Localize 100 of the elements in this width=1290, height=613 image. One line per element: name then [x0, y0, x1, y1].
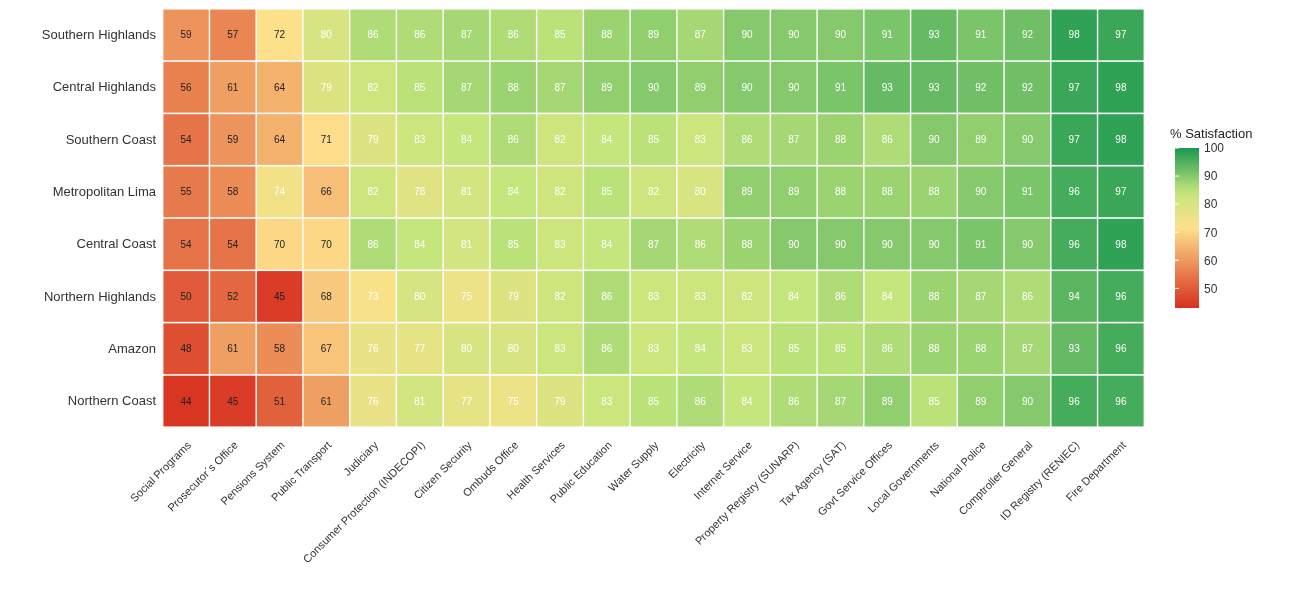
y-tick-label: Southern Coast [65, 131, 157, 147]
data-label: 90 [1021, 395, 1034, 407]
data-label: 88 [834, 134, 847, 146]
data-label: 86 [694, 238, 707, 250]
data-label: 87 [694, 29, 707, 41]
data-label: 83 [647, 290, 660, 302]
data-label: 82 [367, 186, 380, 198]
data-label: 82 [554, 290, 567, 302]
data-label: 79 [367, 134, 380, 146]
data-label: 97 [1115, 186, 1127, 198]
data-label: 85 [647, 395, 660, 407]
data-label: 85 [414, 81, 426, 93]
data-label: 89 [741, 186, 753, 198]
data-label: 91 [834, 81, 847, 93]
data-label: 96 [1068, 395, 1081, 407]
data-label: 87 [788, 134, 800, 146]
data-label: 87 [460, 81, 473, 93]
data-label: 52 [227, 290, 239, 302]
data-label: 98 [1068, 29, 1081, 41]
data-label: 64 [274, 81, 286, 93]
data-label: 87 [1021, 343, 1034, 355]
data-label: 45 [227, 395, 239, 407]
data-label: 83 [694, 290, 707, 302]
data-label: 59 [180, 29, 193, 41]
data-label: 89 [975, 395, 987, 407]
color-bar-label: 80 [1204, 197, 1218, 212]
data-label: 81 [460, 186, 473, 198]
data-label: 96 [1115, 395, 1127, 407]
data-label: 70 [274, 238, 286, 250]
data-label: 90 [1021, 134, 1034, 146]
color-bar-label: 60 [1204, 253, 1218, 268]
data-label: 50 [180, 290, 193, 302]
data-label: 86 [507, 134, 520, 146]
data-label: 91 [1021, 186, 1034, 198]
data-label: 84 [788, 290, 800, 302]
y-tick-label: Central Coast [76, 236, 157, 252]
data-label: 67 [320, 343, 333, 355]
data-label: 84 [741, 395, 753, 407]
data-label: 81 [460, 238, 473, 250]
data-label: 82 [647, 186, 660, 198]
data-label: 77 [414, 343, 426, 355]
data-label: 85 [601, 186, 613, 198]
data-label: 44 [180, 395, 193, 407]
data-label: 87 [834, 395, 847, 407]
data-label: 56 [180, 81, 193, 93]
data-label: 79 [554, 395, 567, 407]
data-label: 98 [1115, 238, 1127, 250]
y-tick-label: Southern Highlands [41, 27, 157, 43]
data-label: 82 [367, 81, 380, 93]
data-label: 86 [694, 395, 707, 407]
data-label: 83 [647, 343, 660, 355]
data-label: 80 [414, 290, 426, 302]
data-label: 71 [320, 134, 333, 146]
data-label: 90 [647, 81, 660, 93]
data-label: 83 [601, 395, 613, 407]
data-label: 91 [975, 238, 987, 250]
data-label: 86 [788, 395, 800, 407]
data-label: 91 [881, 29, 894, 41]
data-label: 91 [975, 29, 987, 41]
data-label: 70 [320, 238, 333, 250]
data-label: 89 [881, 395, 894, 407]
data-label: 85 [554, 29, 567, 41]
data-label: 84 [601, 134, 613, 146]
data-label: 83 [554, 238, 567, 250]
data-label: 90 [788, 29, 800, 41]
data-label: 82 [554, 134, 567, 146]
y-tick-label: Northern Coast [67, 393, 157, 409]
data-label: 54 [180, 238, 193, 250]
data-label: 86 [881, 134, 894, 146]
data-label: 80 [320, 29, 333, 41]
data-label: 79 [507, 290, 520, 302]
data-label: 89 [601, 81, 613, 93]
data-label: 86 [881, 343, 894, 355]
data-label: 90 [881, 238, 894, 250]
data-label: 92 [1021, 29, 1034, 41]
data-label: 93 [881, 81, 894, 93]
data-label: 89 [975, 134, 987, 146]
data-label: 84 [694, 343, 707, 355]
data-label: 88 [928, 343, 940, 355]
data-label: 61 [227, 343, 239, 355]
data-label: 85 [507, 238, 520, 250]
data-label: 84 [414, 238, 426, 250]
data-label: 86 [601, 343, 613, 355]
data-label: 98 [1115, 134, 1127, 146]
data-label: 93 [928, 81, 940, 93]
data-label: 79 [320, 81, 333, 93]
data-label: 88 [928, 290, 940, 302]
data-label: 55 [180, 186, 193, 198]
data-label: 90 [928, 134, 940, 146]
y-tick-label: Central Highlands [52, 79, 157, 95]
data-label: 84 [507, 186, 520, 198]
data-label: 81 [414, 395, 426, 407]
data-label: 86 [507, 29, 520, 41]
data-label: 51 [274, 395, 286, 407]
data-label: 87 [554, 81, 567, 93]
data-label: 98 [1115, 81, 1127, 93]
data-label: 88 [881, 186, 894, 198]
data-label: 97 [1068, 81, 1081, 93]
data-label: 74 [274, 186, 286, 198]
data-label: 84 [601, 238, 613, 250]
